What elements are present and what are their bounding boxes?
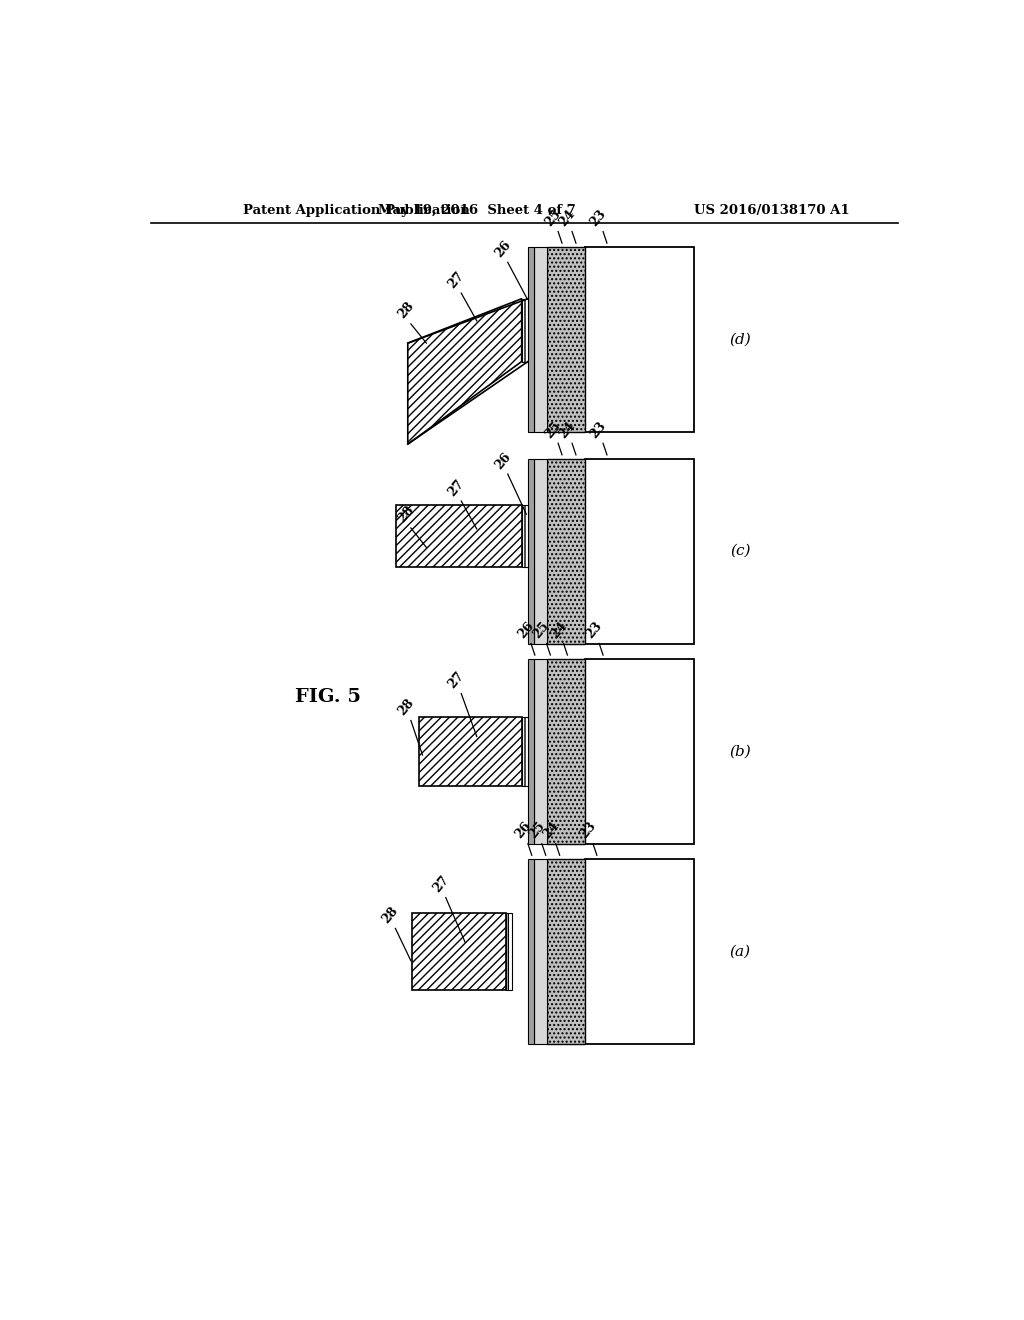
Bar [547,659,586,843]
Bar [535,459,547,644]
Polygon shape [408,298,521,444]
Text: 26: 26 [493,450,513,471]
Text: 27: 27 [445,477,467,499]
Text: 23: 23 [588,418,608,441]
Bar [412,913,506,990]
Text: 28: 28 [395,696,417,718]
Text: (a): (a) [730,945,751,958]
Bar [528,659,535,843]
Bar [528,459,535,644]
Text: 23: 23 [588,207,608,228]
Text: 28: 28 [380,904,401,925]
Bar [586,859,693,1044]
Text: 23: 23 [578,820,599,841]
Text: 23: 23 [584,619,605,642]
Text: 27: 27 [430,874,452,895]
Text: 28: 28 [395,300,417,321]
Bar [420,717,521,785]
Bar [586,247,693,432]
Bar [506,913,512,990]
Text: US 2016/0138170 A1: US 2016/0138170 A1 [693,205,849,218]
Text: 28: 28 [395,504,417,525]
Bar [586,659,693,843]
Bar [521,717,528,785]
Text: 26: 26 [493,238,513,260]
Text: FIG. 5: FIG. 5 [295,689,360,706]
Text: 26: 26 [515,619,537,642]
Bar [586,459,693,644]
Text: 26: 26 [512,820,534,841]
Bar [528,859,535,1044]
Text: 27: 27 [445,269,467,290]
Polygon shape [521,298,528,362]
Bar [547,459,586,644]
Text: (d): (d) [729,333,752,346]
Bar [396,506,521,566]
Text: 25: 25 [531,619,552,642]
Text: 25: 25 [543,207,563,228]
Bar [535,659,547,843]
Text: (c): (c) [730,544,751,558]
Bar [528,247,535,432]
Bar [547,247,586,432]
Text: 24: 24 [548,619,569,642]
Text: 27: 27 [445,669,467,690]
Text: 24: 24 [541,820,561,841]
Text: 24: 24 [556,207,578,228]
Text: 24: 24 [556,418,578,441]
Text: 25: 25 [543,418,563,441]
Text: 25: 25 [526,820,548,841]
Bar [521,506,528,566]
Bar [535,859,547,1044]
Text: Patent Application Publication: Patent Application Publication [243,205,469,218]
Bar [535,247,547,432]
Bar [547,859,586,1044]
Text: (b): (b) [729,744,752,758]
Text: May 19, 2016  Sheet 4 of 7: May 19, 2016 Sheet 4 of 7 [378,205,575,218]
